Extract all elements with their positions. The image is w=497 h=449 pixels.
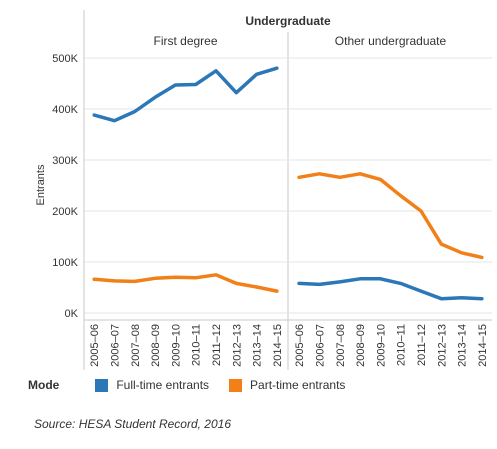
- x-tick-label: 2010–11: [191, 324, 203, 366]
- x-tick-label: 2011–12: [416, 324, 428, 366]
- legend: Mode Full-time entrants Part-time entran…: [28, 378, 365, 392]
- legend-swatch-full-time: [95, 378, 109, 392]
- x-tick-label: 2014–15: [477, 324, 489, 367]
- x-tick-label: 2010–11: [396, 324, 408, 366]
- y-tick-label: 500K: [52, 53, 78, 65]
- x-tick-label: 2014–15: [272, 324, 284, 367]
- panel-title: First degree: [153, 34, 217, 48]
- x-tick-label: 2008–09: [150, 324, 162, 367]
- x-tick-label: 2006–07: [109, 324, 121, 367]
- legend-label-part-time: Part-time entrants: [250, 378, 346, 392]
- source-note: Source: HESA Student Record, 2016: [34, 417, 232, 431]
- series-line-part-time-entrants-first-degree: [92, 273, 279, 293]
- chart-header: Undergraduate: [245, 14, 331, 28]
- y-tick-label: 400K: [52, 104, 78, 116]
- x-tick-label: 2009–10: [375, 324, 387, 367]
- x-tick-label: 2009–10: [170, 324, 182, 367]
- chart: Undergraduate Entrants 0K 100K 200K 300K 400K 5…: [35, 10, 492, 370]
- x-tick-label: 2012–13: [436, 324, 448, 367]
- x-tick-label: 2008–09: [355, 324, 367, 367]
- y-tick-label: 100K: [52, 257, 78, 269]
- x-tick-label: 2005–06: [89, 324, 101, 367]
- legend-title: Mode: [28, 378, 60, 392]
- x-tick-label: 2013–14: [457, 324, 469, 367]
- x-tick-label: 2007–08: [130, 324, 142, 367]
- x-tick-label: 2006–07: [314, 324, 326, 367]
- x-tick-label: 2011–12: [211, 324, 223, 366]
- y-tick-label: 200K: [52, 206, 78, 218]
- legend-item-full-time[interactable]: Full-time entrants: [95, 378, 209, 392]
- legend-item-part-time[interactable]: Part-time entrants: [229, 378, 345, 392]
- x-tick-label: 2012–13: [231, 324, 243, 367]
- y-axis-label: Entrants: [35, 164, 47, 205]
- y-tick-label: 0K: [65, 308, 79, 320]
- series-line-full-time-entrants-other-undergraduate: [297, 277, 484, 301]
- series-line-full-time-entrants-first-degree: [92, 66, 279, 123]
- x-tick-label: 2013–14: [252, 324, 264, 367]
- y-tick-label: 300K: [52, 155, 78, 167]
- x-tick-label: 2007–08: [335, 324, 347, 367]
- legend-label-full-time: Full-time entrants: [116, 378, 210, 392]
- panel-title: Other undergraduate: [335, 34, 447, 48]
- x-tick-label: 2005–06: [294, 324, 306, 367]
- series-line-part-time-entrants-other-undergraduate: [297, 172, 484, 260]
- legend-swatch-part-time: [229, 378, 243, 392]
